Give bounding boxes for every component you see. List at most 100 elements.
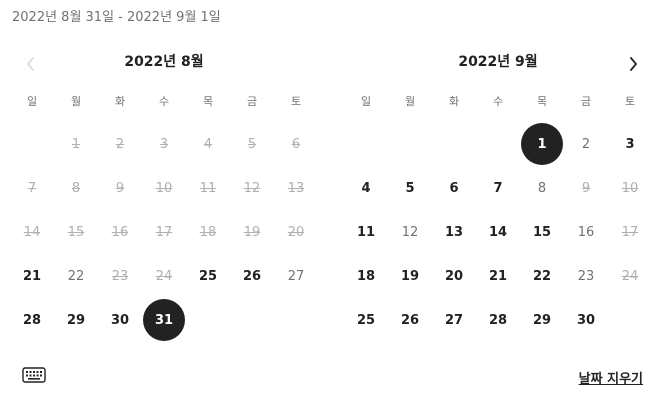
chevron-left-icon: [27, 57, 34, 71]
day-number: 29: [532, 312, 552, 328]
day-cell[interactable]: 19: [388, 254, 432, 298]
day-cell[interactable]: 7: [476, 166, 520, 210]
day-number: 13: [444, 224, 464, 240]
day-cell[interactable]: 13: [432, 210, 476, 254]
day-cell[interactable]: 25: [344, 298, 388, 342]
day-cell-unavailable: 20: [274, 210, 318, 254]
day-cell[interactable]: 29: [520, 298, 564, 342]
day-number: 12: [401, 224, 419, 240]
day-number: 21: [488, 268, 508, 284]
day-number: 25: [356, 312, 376, 328]
day-number: 2: [581, 136, 591, 152]
weekday-label: 목: [202, 95, 214, 108]
day-cell[interactable]: 29: [54, 298, 98, 342]
day-number: 6: [449, 180, 459, 196]
next-month-button[interactable]: [622, 53, 644, 75]
day-number: 3: [159, 136, 169, 152]
day-grid: 1 2 3 4 5 6 7 8 9 10 11 12 13 14 15 16 17 18 19 20 21 22 23 24 2…: [344, 122, 652, 342]
weekday-label: 수: [492, 95, 504, 108]
day-number: 24: [155, 268, 173, 284]
day-cell[interactable]: 6: [432, 166, 476, 210]
day-number: 4: [203, 136, 213, 152]
day-number: 16: [577, 224, 595, 240]
day-cell-selected[interactable]: 31: [142, 298, 186, 342]
day-cell-unavailable: 18: [186, 210, 230, 254]
day-number: 5: [247, 136, 257, 152]
day-cell-unavailable: 11: [186, 166, 230, 210]
weekday-label: 화: [448, 95, 460, 108]
day-number: 7: [493, 180, 503, 196]
day-cell[interactable]: 22: [54, 254, 98, 298]
day-number: 23: [577, 268, 595, 284]
day-cell-unavailable: 2: [98, 122, 142, 166]
day-cell[interactable]: 27: [274, 254, 318, 298]
month-title: 2022년 8월: [124, 54, 204, 70]
day-cell[interactable]: 8: [520, 166, 564, 210]
day-cell-unavailable: 4: [186, 122, 230, 166]
day-number: 30: [576, 312, 596, 328]
day-cell[interactable]: 4: [344, 166, 388, 210]
day-number: 22: [67, 268, 85, 284]
day-cell[interactable]: 2: [564, 122, 608, 166]
day-cell-unavailable: 1: [54, 122, 98, 166]
day-number: 19: [243, 224, 261, 240]
day-cell[interactable]: 11: [344, 210, 388, 254]
day-number: 24: [621, 268, 639, 284]
day-number: 28: [22, 312, 42, 328]
day-number: 19: [400, 268, 420, 284]
day-cell-unavailable: 5: [230, 122, 274, 166]
keyboard-shortcuts-button[interactable]: [22, 367, 46, 383]
day-cell[interactable]: 15: [520, 210, 564, 254]
day-cell[interactable]: 23: [564, 254, 608, 298]
day-cell-selected[interactable]: 1: [520, 122, 564, 166]
day-cell-unavailable: 12: [230, 166, 274, 210]
day-number: 9: [581, 180, 591, 196]
month-title: 2022년 9월: [458, 54, 538, 70]
day-cell[interactable]: 30: [564, 298, 608, 342]
day-cell[interactable]: 14: [476, 210, 520, 254]
day-cell-unavailable: 14: [10, 210, 54, 254]
prev-month-button[interactable]: [20, 53, 42, 75]
day-cell[interactable]: 5: [388, 166, 432, 210]
day-number: 2: [115, 136, 125, 152]
weekday-label: 목: [536, 95, 548, 108]
day-number: 1: [71, 136, 81, 152]
day-cell[interactable]: 21: [10, 254, 54, 298]
day-cell-unavailable: 23: [98, 254, 142, 298]
day-cell[interactable]: 25: [186, 254, 230, 298]
weekday-label: 월: [404, 95, 416, 108]
day-cell[interactable]: 3: [608, 122, 652, 166]
weekday-label: 금: [246, 95, 258, 108]
day-cell[interactable]: 30: [98, 298, 142, 342]
day-number: 7: [27, 180, 37, 196]
day-cell-unavailable: 9: [98, 166, 142, 210]
day-number: 11: [199, 180, 217, 196]
clear-dates-button[interactable]: 날짜 지우기: [578, 372, 643, 387]
day-number: 10: [621, 180, 639, 196]
day-number: 5: [405, 180, 415, 196]
weekday-label: 금: [580, 95, 592, 108]
day-cell[interactable]: 20: [432, 254, 476, 298]
day-cell-unavailable: 15: [54, 210, 98, 254]
day-cell[interactable]: 22: [520, 254, 564, 298]
day-cell[interactable]: 27: [432, 298, 476, 342]
day-cell[interactable]: 26: [230, 254, 274, 298]
day-number: 21: [22, 268, 42, 284]
day-cell[interactable]: 28: [476, 298, 520, 342]
day-number: 15: [67, 224, 85, 240]
weekday-label: 월: [70, 95, 82, 108]
day-cell[interactable]: 18: [344, 254, 388, 298]
day-number: 4: [361, 180, 371, 196]
day-cell[interactable]: 21: [476, 254, 520, 298]
day-cell-unavailable: 24: [142, 254, 186, 298]
day-number: 11: [356, 224, 376, 240]
day-cell[interactable]: 28: [10, 298, 54, 342]
day-number: 26: [400, 312, 420, 328]
day-cell-unavailable: 17: [142, 210, 186, 254]
day-number: 6: [291, 136, 301, 152]
day-cell[interactable]: 26: [388, 298, 432, 342]
day-cell[interactable]: 12: [388, 210, 432, 254]
day-cell-unavailable: 19: [230, 210, 274, 254]
day-cell[interactable]: 16: [564, 210, 608, 254]
